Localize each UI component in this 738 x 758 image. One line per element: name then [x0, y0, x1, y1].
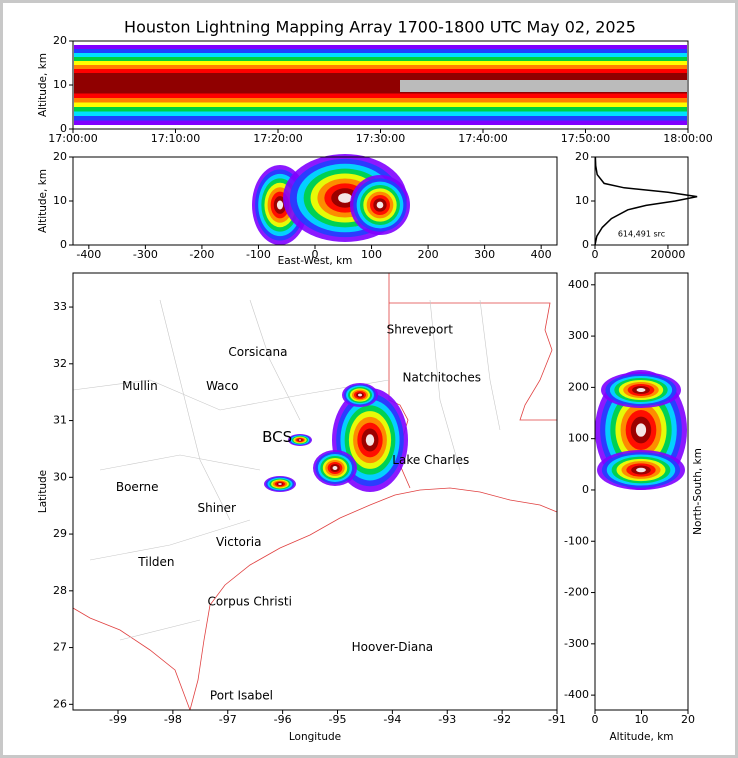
coastline [189, 487, 558, 711]
chart-title: Houston Lightning Mapping Array 1700-180… [124, 18, 636, 37]
x-tick-label: -92 [493, 713, 511, 726]
y-tick-label: 400 [568, 278, 589, 291]
x-tick-label: -95 [329, 713, 347, 726]
y-tick-label: 100 [568, 432, 589, 445]
place-label: Shreveport [387, 322, 454, 336]
density-blob [276, 200, 284, 210]
y-axis-label: Altitude, km [37, 53, 49, 117]
state-border [389, 302, 557, 421]
x-tick-label: -200 [189, 248, 214, 261]
density-band [400, 80, 687, 92]
x-tick-label: -93 [438, 713, 456, 726]
y-tick-label: -300 [564, 637, 589, 650]
y-tick-label: 10 [53, 194, 67, 207]
y-tick-label: 30 [53, 470, 67, 483]
density-blob [298, 439, 302, 441]
density-blob [376, 201, 384, 209]
y-tick-label: 0 [582, 238, 589, 251]
x-tick-label: 17:10:00 [151, 132, 200, 145]
density-blob [332, 466, 338, 470]
annotation: 614,491 src [618, 230, 665, 239]
x-tick-label: 300 [474, 248, 495, 261]
density-blob [635, 423, 647, 437]
density-blob [365, 434, 375, 446]
y-tick-label: -100 [564, 534, 589, 547]
x-tick-label: 200 [418, 248, 439, 261]
place-label: Hoover-Diana [352, 640, 434, 654]
county-lines [72, 299, 501, 641]
x-axis-label: Longitude [289, 731, 341, 743]
x-tick-label: 20000 [650, 248, 685, 261]
place-label: Lake Charles [392, 453, 469, 467]
y-tick-label: 29 [53, 527, 67, 540]
y-axis-label: Latitude [37, 470, 49, 513]
x-tick-label: 0 [592, 713, 599, 726]
place-label: Corsicana [228, 345, 287, 359]
y-tick-label: 33 [53, 300, 67, 313]
x-tick-label: 0 [592, 248, 599, 261]
place-label: Port Isabel [210, 688, 273, 702]
density-blob [338, 193, 352, 203]
place-label: Tilden [137, 555, 174, 569]
x-axis-label: East-West, km [278, 255, 353, 267]
x-tick-label: 10 [635, 713, 649, 726]
x-tick-label: 0 [312, 248, 319, 261]
place-label: Natchitoches [403, 370, 481, 384]
x-tick-label: -100 [246, 248, 271, 261]
x-tick-label: -91 [548, 713, 566, 726]
x-tick-label: -300 [133, 248, 158, 261]
x-tick-label: 17:20:00 [253, 132, 302, 145]
x-tick-label: 400 [531, 248, 552, 261]
y-tick-label: 20 [575, 150, 589, 163]
y-tick-label: 20 [53, 34, 67, 47]
y-tick-label: 32 [53, 357, 67, 370]
x-tick-label: -94 [383, 713, 401, 726]
y-tick-label: -400 [564, 688, 589, 701]
x-axis-label: Altitude, km [609, 731, 673, 743]
place-label: Victoria [216, 535, 262, 549]
y-tick-label: 200 [568, 380, 589, 393]
coastline [72, 607, 191, 711]
x-tick-label: -400 [76, 248, 101, 261]
place-label: Shiner [198, 501, 237, 515]
place-label: Corpus Christi [207, 595, 292, 609]
y-tick-label: 300 [568, 329, 589, 342]
x-tick-label: 20 [681, 713, 695, 726]
y-tick-label: 28 [53, 584, 67, 597]
y-tick-label: 0 [60, 122, 67, 135]
place-label: Mullin [122, 379, 158, 393]
x-tick-label: -96 [274, 713, 292, 726]
density-blob [636, 388, 646, 392]
y-tick-label: 27 [53, 641, 67, 654]
x-tick-label: 17:30:00 [356, 132, 405, 145]
density-blob [278, 483, 282, 485]
profile-line [594, 156, 698, 246]
place-label: Boerne [116, 480, 159, 494]
y-tick-label: 26 [53, 697, 67, 710]
map-geography [72, 273, 558, 711]
place-label: BCS [262, 428, 292, 446]
x-tick-label: 17:40:00 [458, 132, 507, 145]
y-axis-label: North-South, km [692, 448, 704, 535]
y-tick-label: 0 [582, 483, 589, 496]
y-axis-label: Altitude, km [37, 169, 49, 233]
density-blob [636, 467, 646, 473]
y-tick-label: 10 [575, 194, 589, 207]
y-tick-label: 0 [60, 238, 67, 251]
x-tick-label: 17:50:00 [561, 132, 610, 145]
x-tick-label: -99 [109, 713, 127, 726]
y-tick-label: 20 [53, 150, 67, 163]
x-tick-label: 18:00:00 [663, 132, 712, 145]
y-tick-label: 10 [53, 78, 67, 91]
x-tick-label: 17:00:00 [48, 132, 97, 145]
place-label: Waco [206, 379, 238, 393]
axes-frame [72, 272, 558, 711]
x-tick-label: 100 [361, 248, 382, 261]
y-tick-label: -200 [564, 586, 589, 599]
x-tick-label: -97 [219, 713, 237, 726]
y-tick-label: 31 [53, 414, 67, 427]
density-blob [358, 393, 362, 397]
x-tick-label: -98 [164, 713, 182, 726]
